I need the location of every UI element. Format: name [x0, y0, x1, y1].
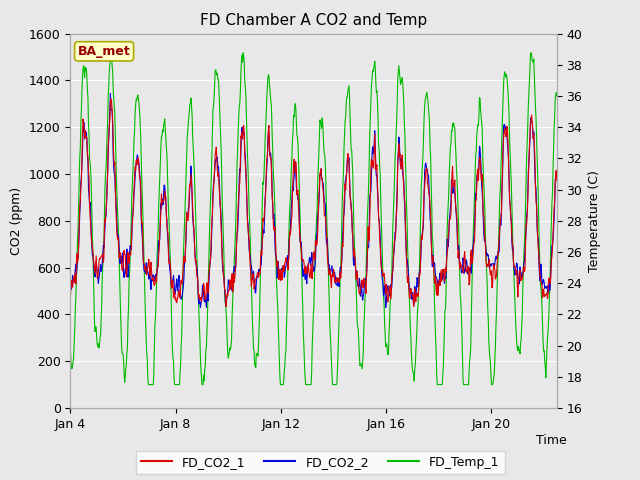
Title: FD Chamber A CO2 and Temp: FD Chamber A CO2 and Temp	[200, 13, 428, 28]
Legend: FD_CO2_1, FD_CO2_2, FD_Temp_1: FD_CO2_1, FD_CO2_2, FD_Temp_1	[136, 451, 504, 474]
Y-axis label: CO2 (ppm): CO2 (ppm)	[10, 187, 23, 255]
Text: BA_met: BA_met	[77, 45, 131, 58]
X-axis label: Time: Time	[536, 434, 566, 447]
Y-axis label: Temperature (C): Temperature (C)	[588, 170, 601, 272]
